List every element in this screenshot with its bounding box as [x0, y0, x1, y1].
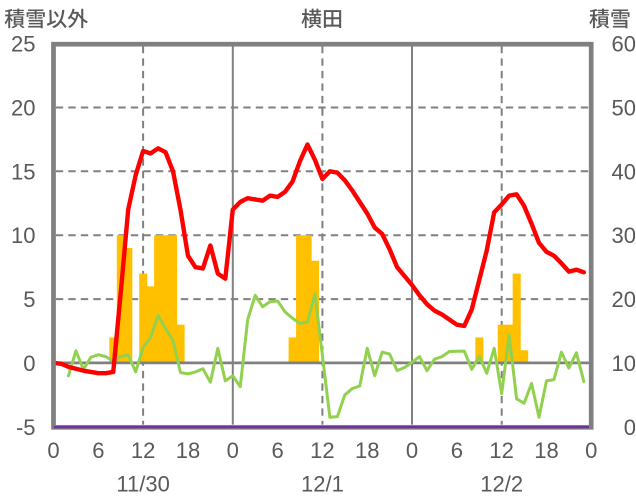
svg-text:0: 0: [406, 438, 418, 463]
svg-text:12: 12: [131, 438, 155, 463]
svg-text:6: 6: [451, 438, 463, 463]
svg-text:11/30: 11/30: [116, 472, 169, 497]
svg-text:20: 20: [612, 287, 636, 312]
svg-text:12/1: 12/1: [301, 472, 344, 497]
svg-text:0: 0: [227, 438, 239, 463]
svg-text:6: 6: [271, 438, 283, 463]
svg-text:20: 20: [11, 95, 35, 120]
svg-text:12: 12: [489, 438, 513, 463]
svg-text:0: 0: [47, 438, 59, 463]
svg-text:12: 12: [310, 438, 334, 463]
svg-text:50: 50: [612, 95, 636, 120]
svg-text:25: 25: [11, 32, 35, 57]
svg-text:18: 18: [534, 438, 558, 463]
svg-text:0: 0: [585, 438, 597, 463]
svg-text:-5: -5: [16, 415, 36, 440]
svg-text:18: 18: [355, 438, 379, 463]
svg-text:60: 60: [612, 32, 636, 57]
svg-text:0: 0: [624, 415, 636, 440]
svg-text:40: 40: [612, 159, 636, 184]
svg-text:10: 10: [11, 223, 35, 248]
svg-text:6: 6: [92, 438, 104, 463]
svg-text:15: 15: [11, 159, 35, 184]
svg-text:18: 18: [176, 438, 200, 463]
svg-text:5: 5: [23, 287, 35, 312]
svg-text:0: 0: [23, 351, 35, 376]
svg-text:10: 10: [612, 351, 636, 376]
svg-text:30: 30: [612, 223, 636, 248]
svg-text:12/2: 12/2: [480, 472, 523, 497]
